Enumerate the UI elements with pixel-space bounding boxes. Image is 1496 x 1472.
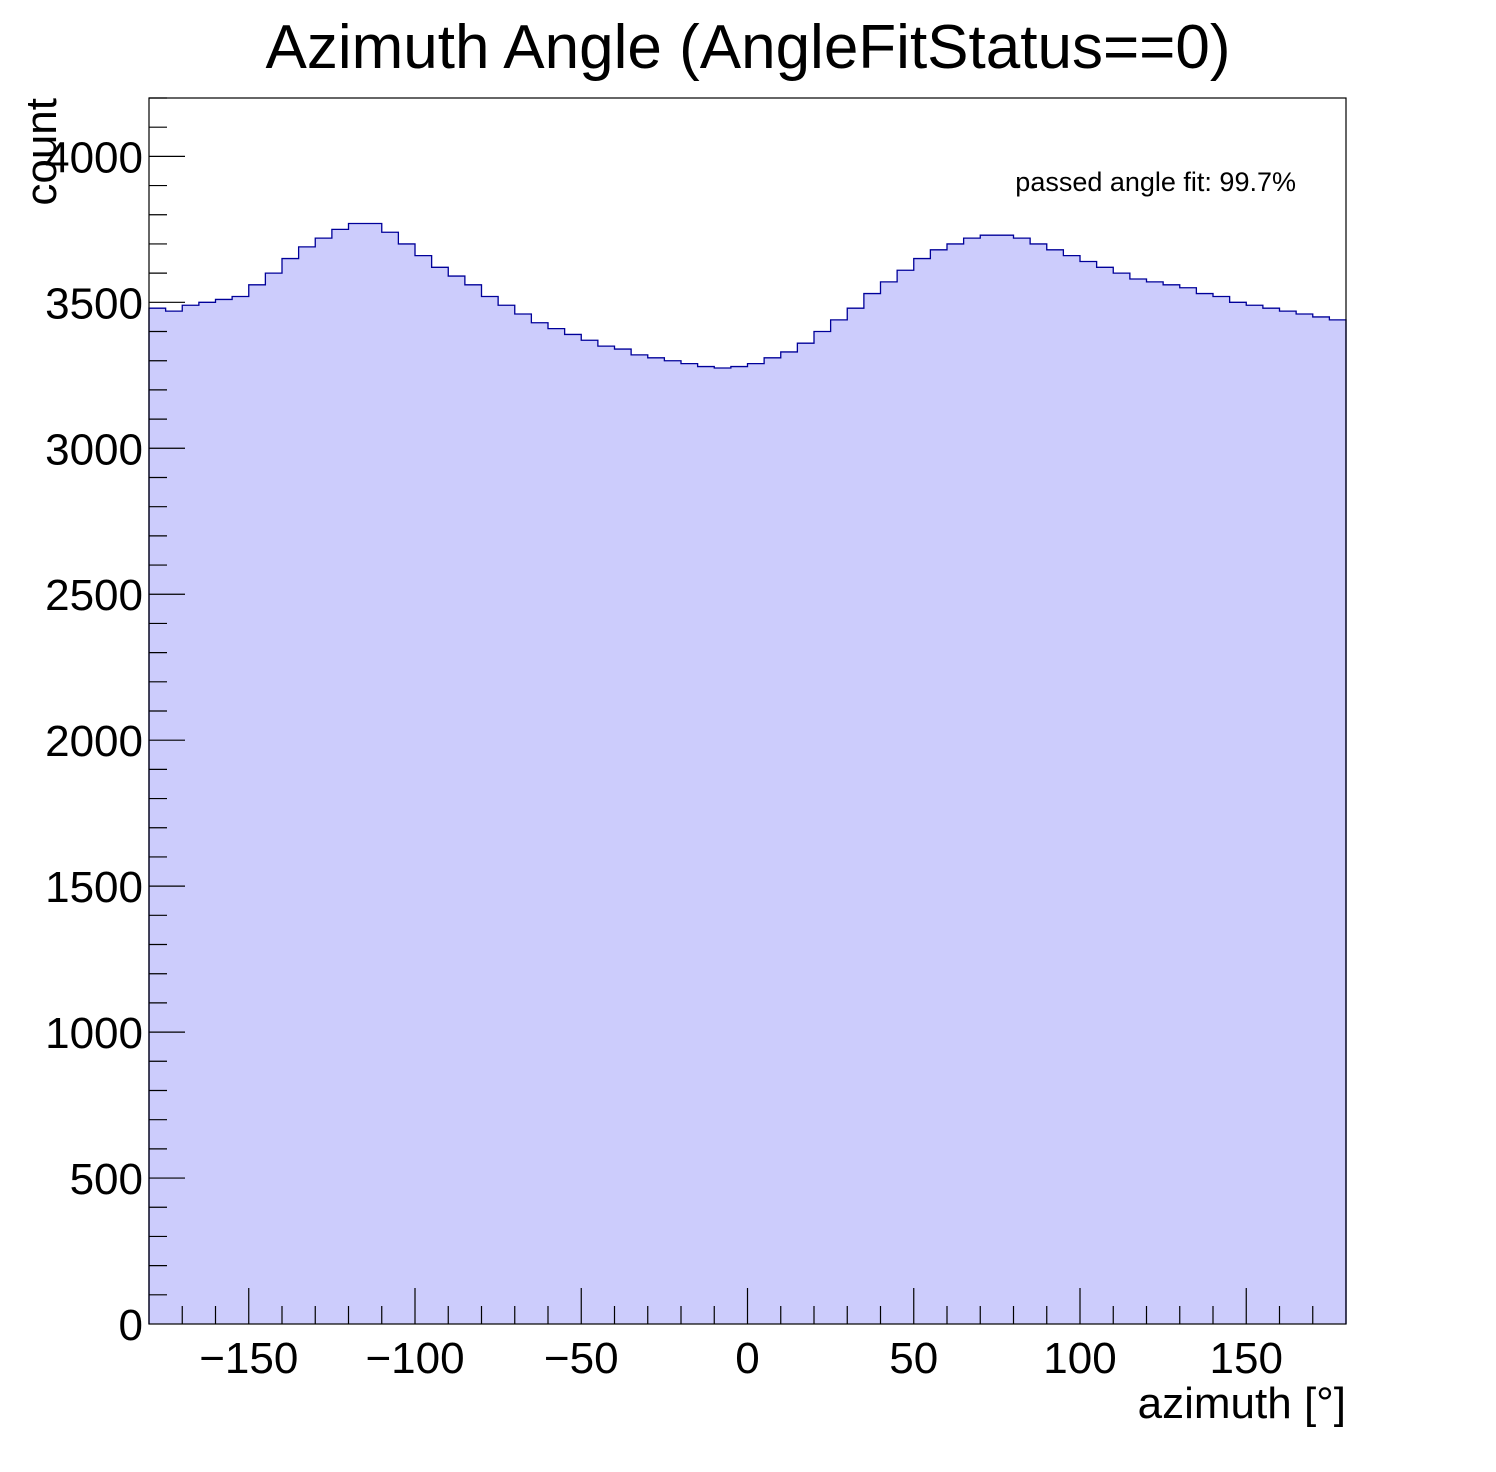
histogram-bin: [1179, 287, 1197, 1325]
histogram-bin: [182, 305, 200, 1324]
histogram-bin: [1213, 296, 1231, 1324]
histogram-bin: [265, 273, 283, 1325]
histogram-bin: [730, 366, 749, 1324]
histogram-bin: [498, 305, 516, 1324]
histogram-bin: [531, 322, 549, 1324]
histogram-bin: [448, 276, 466, 1324]
histogram-bin: [1063, 255, 1081, 1325]
histogram-bin: [1113, 273, 1131, 1325]
x-axis-label: azimuth [°]: [1138, 1379, 1346, 1428]
histogram-bin: [681, 363, 699, 1325]
histogram-bin: [930, 249, 948, 1324]
x-tick-label: 50: [889, 1334, 938, 1383]
x-tick-label: 0: [735, 1334, 759, 1383]
y-axis: 0 500 1000 1500 2000 2500 3000 3500 4000: [45, 97, 185, 1350]
histogram-bin: [1129, 278, 1148, 1324]
histogram-bin: [764, 357, 782, 1324]
y-tick-label: 2500: [45, 571, 143, 620]
histogram-bin: [431, 267, 449, 1325]
histogram-bin: [381, 232, 399, 1325]
histogram-bin: [647, 357, 665, 1324]
y-tick-label: 0: [119, 1301, 143, 1350]
histogram-bin: [215, 299, 233, 1324]
histogram-bin: [1080, 261, 1098, 1324]
histogram-bin: [797, 343, 815, 1324]
histogram-bin: [398, 243, 416, 1324]
histogram-outline: [148, 222, 1347, 1324]
histogram-bin: [996, 235, 1015, 1325]
y-tick-label: 3000: [45, 425, 143, 474]
x-tick-label: −50: [544, 1334, 619, 1383]
histogram-bin: [1229, 302, 1247, 1324]
y-tick-label: 4000: [45, 133, 143, 182]
histogram-bin: [464, 284, 483, 1324]
histogram-bin: [897, 270, 915, 1324]
histogram-bin: [1163, 284, 1181, 1324]
x-tick-label: 150: [1210, 1334, 1283, 1383]
histogram-bin: [1262, 308, 1281, 1325]
passed-fit-annotation: passed angle fit: 99.7%: [1015, 167, 1296, 197]
histogram-bin: [1046, 249, 1064, 1324]
x-tick-label: 100: [1043, 1334, 1116, 1383]
y-tick-label: 1000: [45, 1009, 143, 1058]
histogram-bin: [1312, 316, 1330, 1324]
histogram-bin: [963, 238, 981, 1325]
histogram-bin: [664, 360, 682, 1324]
histogram-bin: [365, 223, 383, 1324]
histogram-bin: [980, 235, 998, 1325]
histogram-bin: [514, 314, 532, 1324]
histogram-bin: [747, 363, 765, 1325]
x-tick-label: −100: [365, 1334, 464, 1383]
histogram-bin: [614, 349, 632, 1324]
histogram-bin: [631, 354, 649, 1324]
histogram-bin: [780, 351, 798, 1324]
histogram-bin: [1096, 267, 1114, 1325]
histogram-bin: [1296, 314, 1314, 1324]
histogram-bin: [232, 296, 250, 1324]
histogram-bin: [814, 331, 832, 1324]
y-axis-label: count: [17, 98, 66, 206]
histogram-bin: [913, 258, 931, 1324]
histogram-bin: [348, 223, 366, 1324]
histogram-bin: [697, 366, 715, 1324]
histogram-fill-area: [148, 222, 1347, 1325]
histogram-bin: [1146, 281, 1164, 1324]
chart-title: Azimuth Angle (AngleFitStatus==0): [266, 13, 1231, 82]
histogram-bin: [298, 246, 316, 1324]
histogram-bin: [415, 255, 433, 1325]
histogram-bin: [863, 293, 882, 1325]
x-axis: −150 −100 −50 0 50 100 150: [181, 1288, 1314, 1383]
histogram-bin: [1246, 305, 1264, 1324]
histogram-bin: [947, 243, 965, 1324]
histogram-bin: [1279, 311, 1297, 1325]
histogram-bin: [847, 308, 865, 1325]
y-tick-label: 3500: [45, 279, 143, 328]
histogram-bin: [1013, 238, 1031, 1325]
histogram-bin: [714, 368, 732, 1324]
histogram-bin: [248, 284, 266, 1324]
y-tick-label: 2000: [45, 717, 143, 766]
histogram-bin: [581, 340, 599, 1324]
histogram-bin: [198, 302, 217, 1324]
histogram-bin: [830, 319, 848, 1324]
histogram-bin: [149, 308, 167, 1325]
histogram-bin: [548, 328, 566, 1325]
histogram-bin: [315, 238, 333, 1325]
histogram-bin: [597, 346, 616, 1325]
histogram-bin: [1030, 243, 1048, 1324]
y-tick-label: 500: [70, 1155, 143, 1204]
histogram-bin: [282, 258, 300, 1324]
histogram-bin: [481, 296, 499, 1324]
histogram-bin: [1329, 319, 1347, 1324]
y-tick-label: 1500: [45, 863, 143, 912]
x-tick-label: −150: [199, 1334, 298, 1383]
histogram-bin: [165, 311, 183, 1325]
histogram-bin: [564, 334, 582, 1324]
histogram-bin: [1196, 293, 1214, 1325]
histogram-bin: [880, 281, 898, 1324]
histogram-bin: [331, 229, 350, 1324]
